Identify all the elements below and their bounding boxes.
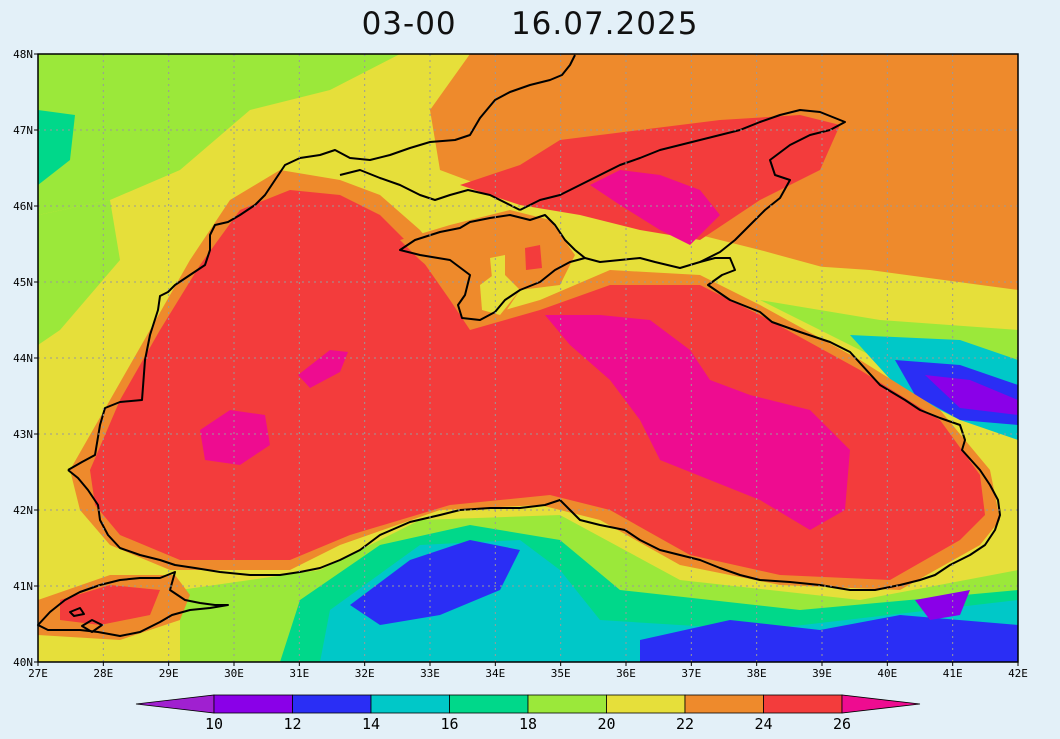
lat-tick-label: 45N bbox=[13, 276, 33, 289]
colorbar-bin bbox=[449, 694, 529, 714]
lon-tick-label: 31E bbox=[289, 667, 309, 680]
lat-tick-label: 44N bbox=[13, 352, 33, 365]
lon-tick-label: 34E bbox=[485, 667, 505, 680]
field-marmara-red bbox=[60, 585, 160, 625]
lat-tick-label: 41N bbox=[13, 580, 33, 593]
lon-tick-label: 39E bbox=[812, 667, 832, 680]
colorbar-bin bbox=[684, 694, 764, 714]
lon-tick-label: 36E bbox=[616, 667, 636, 680]
colorbar-bin bbox=[370, 694, 450, 714]
coast-northwest bbox=[67, 54, 576, 471]
field-crimea-yellow bbox=[480, 270, 520, 315]
colorbar-tick-label: 18 bbox=[519, 715, 537, 733]
field-east-yellow bbox=[720, 260, 1018, 330]
lon-tick-label: 33E bbox=[420, 667, 440, 680]
coast-crimea-north bbox=[339, 169, 521, 211]
longitude-labels: 27E 28E 29E 30E 31E 32E 33E 34E 35E 36E 37E 38E 39E 4… bbox=[28, 662, 1028, 680]
field-south-blue-east bbox=[640, 615, 1018, 662]
field-crimea-red bbox=[525, 245, 542, 270]
colorbar bbox=[135, 694, 921, 714]
coast-azov bbox=[519, 109, 846, 269]
coast-crimea bbox=[399, 214, 586, 321]
lat-tick-label: 40N bbox=[13, 656, 33, 669]
field-crimea-spot bbox=[490, 255, 505, 278]
colorbar-bin bbox=[213, 694, 293, 714]
colorbar-bin bbox=[763, 694, 843, 714]
colorbar-labels: 10 12 14 16 18 20 22 24 26 bbox=[205, 715, 851, 733]
latitude-labels: 40N 41N 42N 43N 44N 45N 46N 47N 48N bbox=[13, 48, 38, 669]
colorbar-tick-label: 22 bbox=[676, 715, 694, 733]
temperature-field bbox=[38, 54, 1018, 662]
coast-marmara bbox=[37, 571, 229, 637]
coastline bbox=[37, 54, 1001, 637]
lat-tick-label: 43N bbox=[13, 428, 33, 441]
colorbar-arrow-high bbox=[841, 694, 921, 714]
title-time: 03-00 bbox=[361, 6, 457, 42]
field-northwest-green bbox=[38, 54, 400, 215]
title-date: 16.07.2025 bbox=[510, 6, 699, 42]
field-west-green bbox=[38, 200, 120, 345]
colorbar-tick-label: 20 bbox=[597, 715, 615, 733]
field-azov-magenta bbox=[590, 170, 720, 245]
colorbar-tick-label: 14 bbox=[362, 715, 380, 733]
lon-tick-label: 30E bbox=[224, 667, 244, 680]
lat-tick-label: 42N bbox=[13, 504, 33, 517]
lon-tick-label: 42E bbox=[1008, 667, 1028, 680]
coast-marmara-island bbox=[81, 619, 103, 633]
colorbar-tick-label: 12 bbox=[283, 715, 301, 733]
lat-tick-label: 47N bbox=[13, 124, 33, 137]
lon-tick-label: 41E bbox=[943, 667, 963, 680]
field-crimea-orange bbox=[400, 210, 575, 320]
field-south-violet bbox=[915, 590, 970, 620]
field-west-teal bbox=[38, 110, 75, 185]
graticule bbox=[38, 54, 1018, 662]
field-east-magenta bbox=[545, 315, 850, 530]
colorbar-tick-label: 16 bbox=[440, 715, 458, 733]
colorbar-tick-label: 26 bbox=[833, 715, 851, 733]
lon-tick-label: 38E bbox=[747, 667, 767, 680]
colorbar-tick-label: 10 bbox=[205, 715, 223, 733]
lon-tick-label: 37E bbox=[681, 667, 701, 680]
lon-tick-label: 32E bbox=[355, 667, 375, 680]
colorbar-bin bbox=[292, 694, 372, 714]
coast-marmara-islet bbox=[69, 607, 85, 617]
colorbar-tick-label: 24 bbox=[754, 715, 772, 733]
colorbar-arrow-low bbox=[135, 694, 215, 714]
coast-south bbox=[67, 257, 1001, 591]
colorbar-bin bbox=[527, 694, 607, 714]
lat-tick-label: 48N bbox=[13, 48, 33, 61]
field-center-magenta bbox=[298, 350, 348, 388]
field-east-violet bbox=[925, 375, 1018, 415]
lon-tick-label: 29E bbox=[159, 667, 179, 680]
lat-tick-label: 46N bbox=[13, 200, 33, 213]
lon-tick-label: 27E bbox=[28, 667, 48, 680]
lon-tick-label: 40E bbox=[877, 667, 897, 680]
field-south-blue-west bbox=[350, 540, 520, 625]
colorbar-bin bbox=[606, 694, 686, 714]
map-title: 03-00 16.07.2025 bbox=[0, 6, 1060, 42]
field-west-magenta bbox=[200, 410, 270, 465]
lon-tick-label: 28E bbox=[93, 667, 113, 680]
lon-tick-label: 35E bbox=[551, 667, 571, 680]
